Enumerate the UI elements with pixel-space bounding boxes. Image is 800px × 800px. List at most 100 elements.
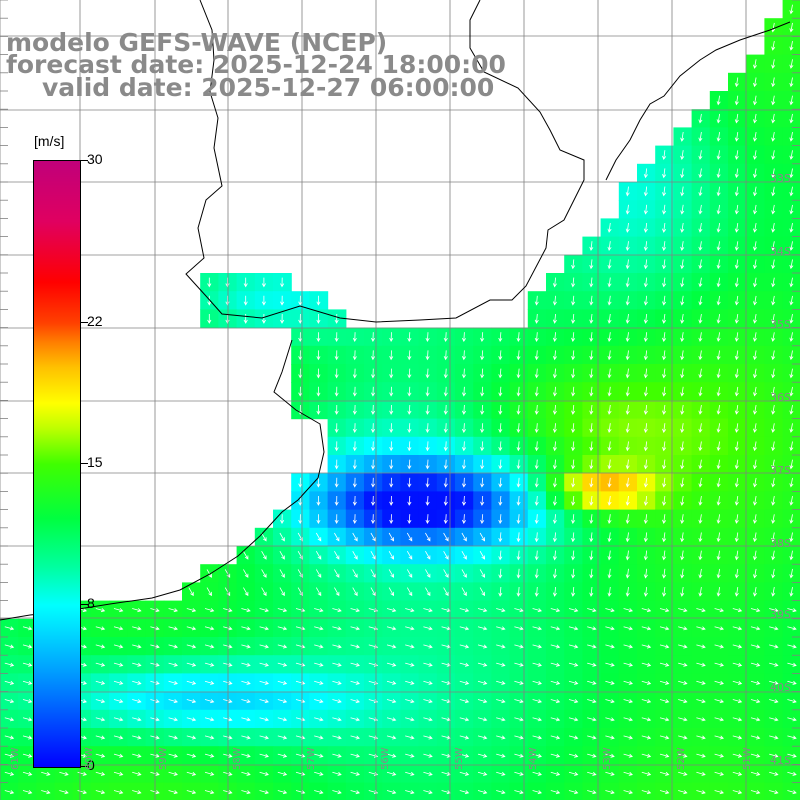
wind-arrow xyxy=(789,41,794,51)
wind-arrow xyxy=(498,586,503,597)
lon-label: 58W xyxy=(232,747,243,770)
wind-arrow xyxy=(168,608,178,613)
wind-arrow xyxy=(680,532,685,543)
wind-arrow xyxy=(568,790,579,795)
wind-arrow xyxy=(771,332,776,342)
wind-arrow xyxy=(334,423,339,434)
wind-arrow xyxy=(732,608,743,613)
wind-arrow xyxy=(623,717,633,722)
wind-arrow xyxy=(423,626,433,631)
wind-arrow xyxy=(698,332,703,342)
wind-arrow xyxy=(734,423,739,433)
wind-arrow xyxy=(571,350,576,361)
wind-arrow xyxy=(659,626,670,631)
wind-arrow xyxy=(643,441,648,452)
wind-arrow xyxy=(243,587,249,597)
wind-arrow xyxy=(498,423,503,434)
wind-arrow xyxy=(316,295,321,306)
wind-arrow xyxy=(241,717,251,722)
wind-arrow xyxy=(496,626,506,631)
wind-arrow xyxy=(659,680,670,685)
wind-arrow xyxy=(789,223,794,233)
wind-arrow xyxy=(407,423,412,434)
wind-arrow xyxy=(625,295,630,306)
wind-arrow xyxy=(514,662,524,667)
wind-arrow xyxy=(243,295,248,306)
wind-arrow xyxy=(680,332,685,343)
wind-arrow xyxy=(771,113,776,124)
wind-arrow xyxy=(787,771,797,776)
wind-arrow xyxy=(643,186,648,197)
field-cell xyxy=(455,782,474,800)
wind-arrow xyxy=(168,771,178,776)
wind-arrow xyxy=(607,441,612,452)
wind-arrow xyxy=(334,313,339,324)
wind-arrow xyxy=(607,477,612,488)
wind-arrow xyxy=(734,77,739,88)
wind-arrow xyxy=(623,644,633,649)
field-cell xyxy=(564,782,583,800)
wind-arrow xyxy=(332,680,342,685)
wind-arrow xyxy=(280,295,285,306)
wind-arrow xyxy=(461,587,467,597)
wind-arrow xyxy=(459,753,470,758)
wind-arrow xyxy=(334,386,339,397)
wind-arrow xyxy=(789,22,794,33)
wind-arrow xyxy=(480,441,485,452)
wind-arrow xyxy=(113,662,124,667)
wind-arrow xyxy=(132,771,142,776)
wind-arrow xyxy=(406,587,413,597)
wind-arrow xyxy=(316,313,321,324)
wind-arrow xyxy=(479,587,486,597)
wind-arrow xyxy=(461,477,467,488)
wind-arrow xyxy=(443,495,448,506)
wind-arrow xyxy=(405,680,415,685)
wind-arrow xyxy=(277,753,288,758)
wind-arrow xyxy=(568,717,579,722)
wind-arrow xyxy=(370,551,376,560)
wind-arrow xyxy=(605,680,615,685)
wind-arrow xyxy=(641,735,652,740)
wind-arrow xyxy=(314,790,324,795)
wind-arrow xyxy=(643,550,648,561)
lat-label: 36S xyxy=(770,391,791,404)
wind-arrow xyxy=(589,586,594,597)
wind-arrow xyxy=(589,332,594,343)
wind-arrow xyxy=(716,186,721,197)
wind-arrow xyxy=(334,477,339,488)
wind-arrow xyxy=(534,586,539,597)
wind-arrow xyxy=(568,608,579,613)
wind-arrow xyxy=(789,568,794,579)
wind-arrow xyxy=(334,495,339,506)
wind-arrow xyxy=(589,368,594,379)
wind-arrow xyxy=(498,459,503,470)
field-cell xyxy=(473,782,492,800)
wind-arrow xyxy=(386,644,397,649)
wind-arrow xyxy=(787,790,797,795)
wind-arrow xyxy=(498,495,503,506)
wind-arrow xyxy=(789,332,794,342)
wind-arrow xyxy=(461,386,467,397)
wind-arrow xyxy=(605,699,615,704)
wind-arrow xyxy=(334,569,340,578)
lon-label: 59W xyxy=(158,747,169,770)
wind-arrow xyxy=(589,259,594,270)
wind-arrow xyxy=(662,586,667,597)
wind-arrow xyxy=(643,477,648,488)
wind-arrow xyxy=(659,644,670,649)
wind-arrow xyxy=(587,699,597,704)
wind-arrow xyxy=(480,404,485,415)
wind-arrow xyxy=(734,568,739,579)
wind-arrow xyxy=(259,626,269,631)
title-model: modelo GEFS-WAVE (NCEP) xyxy=(6,28,388,57)
lat-label: 35S xyxy=(770,318,791,331)
wind-arrow xyxy=(662,350,667,361)
wind-arrow xyxy=(4,662,15,667)
wind-arrow xyxy=(625,514,630,525)
wind-arrow xyxy=(443,423,448,434)
wind-arrow xyxy=(516,586,521,597)
wind-arrow xyxy=(678,626,688,631)
wind-arrow xyxy=(22,644,33,649)
wind-arrow xyxy=(113,771,124,776)
wind-arrow xyxy=(516,459,521,470)
